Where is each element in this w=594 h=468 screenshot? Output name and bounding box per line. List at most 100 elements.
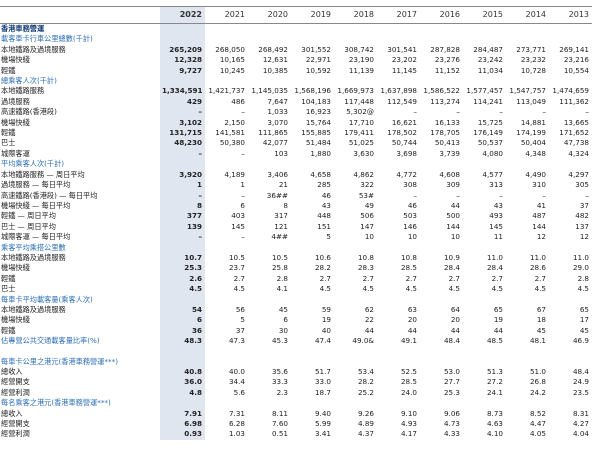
value-cell: 487 — [532, 211, 546, 221]
value-cell: 10,385 — [262, 65, 288, 75]
value-cell: 4.05 — [529, 429, 546, 439]
empty-cell — [377, 295, 420, 305]
value-cell: 4.5 — [577, 284, 589, 294]
value-cell: 313 — [489, 180, 503, 190]
row-label: 機場快綫 — [1, 263, 30, 273]
value-cell: 40.8 — [160, 367, 205, 378]
value-cell: 51.0 — [529, 367, 546, 376]
value-cell: 59 — [321, 304, 331, 314]
data-row: 本地鐵路服務 1,334,591 1,421,737 1,145,035 1,568,1… — [0, 86, 592, 97]
value-cell: 0.93 — [160, 429, 205, 440]
row-label: 巴士 — 周日平均 — [1, 221, 56, 231]
value-cell: 1,334,591 — [160, 86, 205, 97]
value-cell: 50,404 — [520, 138, 546, 148]
value-cell: 4.5 — [319, 284, 331, 294]
value-cell: 11,034 — [477, 65, 503, 75]
value-cell: 139 — [160, 221, 205, 233]
data-row: 機場快綫 25.3 23.7 25.8 28.2 28.3 28.5 28.4 28.4 28.6… — [0, 263, 592, 274]
value-cell: 46 — [321, 190, 331, 200]
value-cell: 47.3 — [228, 336, 245, 346]
empty-cell — [248, 34, 291, 44]
value-cell: 2.7 — [362, 273, 374, 283]
empty-cell — [549, 34, 592, 44]
value-cell: 44 — [364, 325, 374, 335]
empty-cell — [205, 398, 248, 408]
subheading: 每名乘客之港元(香港車務營運***) — [1, 398, 111, 408]
empty-cell — [248, 398, 291, 408]
empty-cell — [334, 159, 377, 169]
empty-cell — [420, 243, 463, 253]
empty-cell — [506, 398, 549, 408]
empty-cell — [549, 76, 592, 86]
empty-cell — [420, 347, 463, 357]
value-cell: 4.17 — [400, 429, 417, 439]
subheading-row: 佔專營公共交通載客量比率(%) 48.3 47.3 45.3 47.4 49.0& 49.1… — [0, 336, 592, 347]
value-cell: 4.63 — [486, 419, 503, 429]
value-cell: 0.51 — [271, 429, 288, 439]
value-cell: 4.5 — [448, 284, 460, 294]
empty-cell — [160, 34, 205, 45]
value-cell: 12 — [536, 232, 546, 242]
value-cell: 23,242 — [477, 55, 503, 65]
value-cell: 11,152 — [434, 65, 460, 75]
value-cell: 28.4 — [443, 263, 460, 273]
value-cell: – — [585, 107, 589, 117]
value-cell: 4.10 — [486, 429, 503, 439]
empty-cell — [334, 24, 377, 35]
data-row: 城際客運 – – 103 1,880 3,630 3,698 3,739 4,080 4,348 4… — [0, 148, 592, 160]
value-cell: 111,865 — [258, 128, 288, 138]
value-cell: 5,302@ — [346, 107, 374, 117]
value-cell: 141,581 — [215, 128, 245, 138]
value-cell: 27.2 — [486, 377, 503, 387]
value-cell: 48.5 — [486, 336, 503, 346]
empty-cell — [291, 357, 334, 367]
value-cell: 44 — [407, 325, 417, 335]
value-cell: 1.03 — [228, 429, 245, 439]
value-cell: 10 — [450, 232, 460, 242]
value-cell: 1,577,457 — [466, 86, 503, 96]
value-cell: 22 — [364, 315, 374, 325]
value-cell: 4.1 — [276, 284, 288, 294]
value-cell: 2.7 — [319, 273, 331, 283]
value-cell: 317 — [274, 211, 288, 221]
value-cell: 37 — [579, 200, 589, 210]
value-cell: 2,150 — [224, 117, 245, 127]
empty-cell — [291, 76, 334, 86]
section-title: 香港車務營運 — [1, 24, 45, 33]
empty-cell — [160, 356, 205, 367]
value-cell: 53.4 — [357, 367, 374, 376]
value-cell: – — [241, 190, 245, 200]
value-cell: 4,490 — [525, 169, 546, 179]
empty-cell — [160, 398, 205, 409]
value-cell: 10,728 — [520, 65, 546, 75]
data-row: 巴士 4.5 4.5 4.1 4.5 4.5 4.5 4.5 4.5 4.5 4.5 — [0, 284, 592, 295]
empty-cell — [420, 159, 463, 169]
value-cell: 14,881 — [520, 117, 546, 127]
value-cell: – — [499, 107, 503, 117]
value-cell: 51,025 — [348, 138, 374, 148]
data-row: 輕鐵 — 周日平均 377 403 317 448 506 503 500 493 487 482 — [0, 211, 592, 222]
value-cell: 1,669,973 — [337, 86, 374, 96]
value-cell: 268,492 — [258, 44, 288, 54]
value-cell: 35.6 — [271, 367, 288, 376]
value-cell: 27.7 — [443, 377, 460, 387]
value-cell: 17,710 — [348, 117, 374, 127]
value-cell: 301,552 — [301, 44, 331, 54]
value-cell: 4.89 — [357, 419, 374, 429]
subheading: 佔專營公共交通載客量比率(%) — [1, 336, 100, 346]
empty-cell — [377, 76, 420, 86]
value-cell: 1,568,196 — [294, 86, 331, 96]
value-cell: 30 — [278, 325, 288, 335]
value-cell: 24.0 — [400, 387, 417, 397]
value-cell: – — [456, 190, 460, 200]
value-cell: 44 — [493, 325, 503, 335]
empty-cell — [463, 24, 506, 35]
row-label: 本地鐵路服務 — [1, 86, 45, 96]
data-row: 輕鐵 36 37 30 40 44 44 44 44 45 45 — [0, 325, 592, 337]
value-cell: 46.9 — [572, 336, 589, 346]
value-cell: 33.0 — [314, 377, 331, 387]
value-cell: 49 — [364, 200, 374, 210]
value-cell: 23,190 — [348, 55, 374, 65]
value-cell: 4.33 — [443, 429, 460, 439]
empty-cell — [291, 243, 334, 253]
